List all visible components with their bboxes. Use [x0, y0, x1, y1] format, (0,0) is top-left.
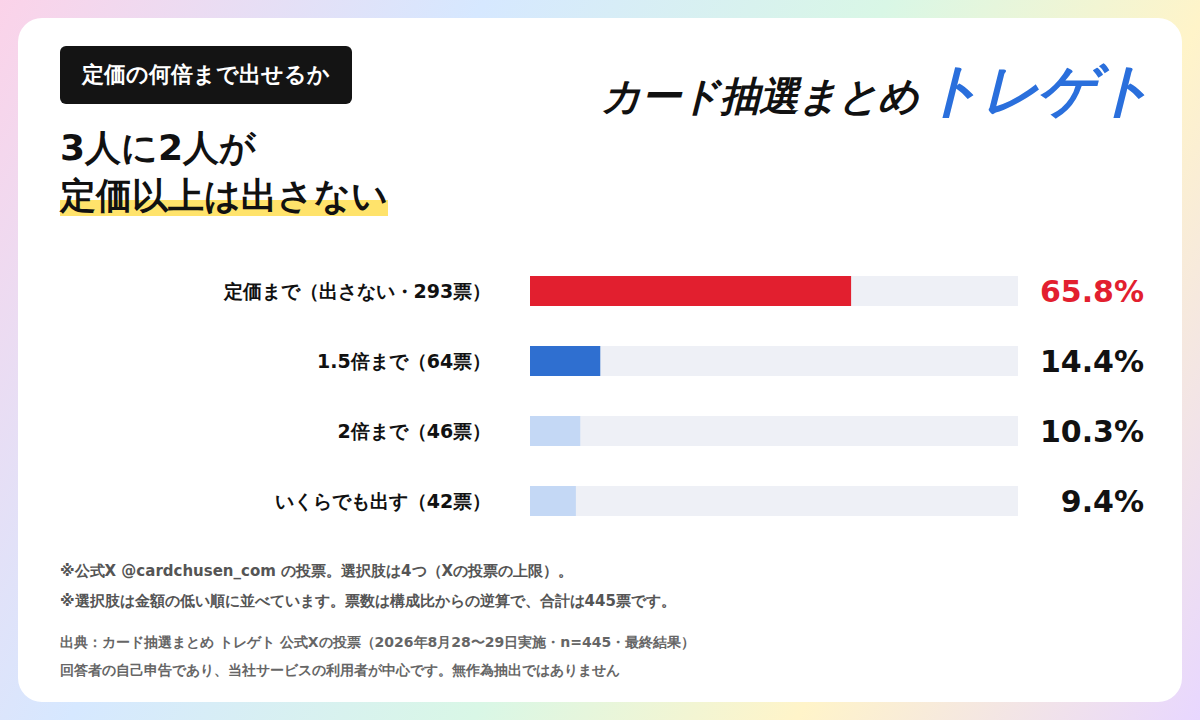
html-text:出典：カード抽選まとめ トレゲト 公式Xの投票（2026年8: 出典：カード抽選まとめ トレゲト 公式Xの投票（2026年8月28〜29日実施・… — [60, 634, 696, 650]
svg-text:1.5倍まで（64票）: 1.5倍まで（64票） — [317, 350, 491, 372]
html-text:3人に2人が: 3人に2人が — [60, 127, 257, 168]
svg-text:65.8%: 65.8% — [1040, 274, 1144, 309]
html-text:定価の何倍まで出せるか: 定価の何倍まで出せるか — [82, 62, 330, 87]
html-text:※選択肢は金額の低い順に並べています。票数は構成比からの逆算: ※選択肢は金額の低い順に並べています。票数は構成比からの逆算で、合計は445票で… — [60, 592, 676, 610]
svg-text:いくらでも出す（42票）: いくらでも出す（42票） — [275, 490, 491, 512]
html-text:※公式X @cardchusen_com の投票。選択肢は4: ※公式X @cardchusen_com の投票。選択肢は4つ（Xの投票の上限）… — [60, 562, 574, 580]
html-text:回答者の自己申告であり、当社サービスの利用者が中心です。無作: 回答者の自己申告であり、当社サービスの利用者が中心です。無作為抽出ではありません — [60, 662, 620, 678]
svg-text:14.4%: 14.4% — [1040, 344, 1144, 379]
svg-text:2倍まで（46票）: 2倍まで（46票） — [338, 420, 492, 442]
svg-text:定価まで（出さない・293票）: 定価まで（出さない・293票） — [223, 280, 492, 302]
svg-text:9.4%: 9.4% — [1061, 484, 1144, 519]
html-text:カード抽選まとめトレゲト: カード抽選まとめトレゲト — [601, 56, 1152, 124]
svg-text:10.3%: 10.3% — [1040, 414, 1144, 449]
html-text:定価以上は出さない: 定価以上は出さない — [60, 175, 388, 216]
